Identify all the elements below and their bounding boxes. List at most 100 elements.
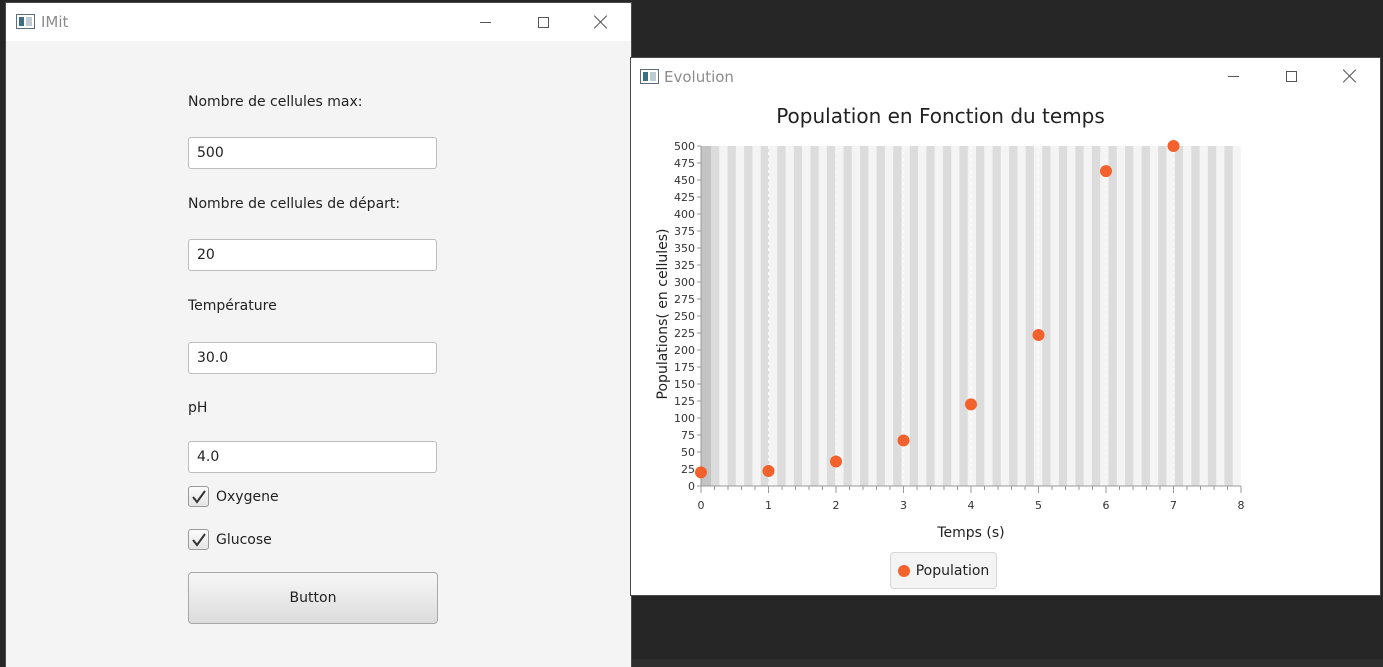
plot-stripe — [1125, 146, 1134, 486]
title-bar[interactable]: Evolution — [631, 58, 1380, 96]
plot-stripe — [1009, 146, 1018, 486]
max-cells-input[interactable] — [188, 137, 437, 169]
scatter-chart: 0255075100125150175200225250275300325350… — [655, 140, 1245, 541]
data-point — [897, 434, 910, 447]
plot-stripe — [777, 146, 786, 486]
plot-stripe — [976, 146, 985, 486]
plot-stripe — [876, 146, 885, 486]
y-axis-label: Populations( en cellules) — [655, 229, 671, 400]
app-icon — [16, 14, 35, 29]
y-tick-label: 325 — [674, 259, 695, 272]
plot-stripe — [744, 146, 753, 486]
data-point — [762, 465, 775, 478]
imit-window: IMit Nombre de cellules max: Nombre de c… — [5, 2, 632, 667]
start-cells-input[interactable] — [188, 239, 437, 271]
y-tick-label: 25 — [681, 463, 695, 476]
chart-legend: Population — [890, 552, 997, 589]
plot-stripe — [760, 146, 769, 486]
evolution-window: Evolution Population en Fonction du temp… — [630, 57, 1381, 596]
x-tick-label: 6 — [1103, 499, 1110, 512]
y-tick-label: 100 — [674, 412, 695, 425]
y-tick-label: 350 — [674, 242, 695, 255]
plot-stripe — [1075, 146, 1084, 486]
y-tick-label: 450 — [674, 174, 695, 187]
plot-stripe — [893, 146, 902, 486]
x-tick-label: 5 — [1035, 499, 1042, 512]
title-bar[interactable]: IMit — [6, 3, 631, 41]
y-tick-label: 500 — [674, 140, 695, 153]
oxygene-checkbox[interactable]: Oxygene — [188, 486, 279, 507]
y-tick-label: 175 — [674, 361, 695, 374]
minimize-button[interactable] — [462, 7, 508, 37]
chart-title: Population en Fonction du temps — [776, 104, 1105, 128]
plot-stripe — [1158, 146, 1167, 486]
plot-stripe — [727, 146, 736, 486]
maximize-icon — [537, 16, 549, 28]
maximize-button[interactable] — [1268, 61, 1314, 91]
glucose-checkbox[interactable]: Glucose — [188, 529, 272, 550]
max-cells-label: Nombre de cellules max: — [188, 94, 363, 110]
y-tick-label: 275 — [674, 293, 695, 306]
y-tick-label: 425 — [674, 191, 695, 204]
temperature-label: Température — [188, 298, 277, 314]
checkbox-box[interactable] — [188, 529, 209, 550]
minimize-icon — [1227, 75, 1239, 77]
plot-stripe — [1058, 146, 1068, 486]
data-point — [1100, 165, 1112, 178]
glucose-label: Glucose — [216, 531, 272, 548]
plot-stripe — [860, 146, 869, 486]
x-tick-label: 4 — [968, 499, 975, 512]
minimize-icon — [479, 21, 491, 23]
plot-stripe — [810, 146, 819, 486]
y-tick-label: 150 — [674, 378, 695, 391]
y-tick-label: 300 — [674, 276, 695, 289]
app-icon — [640, 69, 659, 84]
y-tick-label: 250 — [674, 310, 695, 323]
temperature-input[interactable] — [188, 342, 437, 374]
y-tick-label: 225 — [674, 327, 695, 340]
plot-left-band — [701, 146, 711, 486]
x-axis-label: Temps (s) — [936, 525, 1004, 541]
data-point — [830, 455, 842, 468]
minimize-button[interactable] — [1210, 61, 1256, 91]
checkmark-icon — [191, 532, 206, 547]
y-tick-label: 50 — [681, 446, 695, 459]
x-tick-label: 3 — [900, 499, 907, 512]
plot-stripe — [1207, 146, 1217, 486]
start-cells-label: Nombre de cellules de départ: — [188, 196, 401, 212]
data-point — [1167, 140, 1180, 152]
checkmark-icon — [191, 489, 206, 504]
data-point — [965, 398, 977, 411]
plot-stripe — [793, 146, 803, 486]
legend-marker — [897, 564, 910, 577]
plot-stripe — [843, 146, 852, 486]
maximize-button[interactable] — [520, 7, 566, 37]
plot-stripe — [1141, 146, 1150, 486]
x-tick-label: 2 — [833, 499, 840, 512]
plot-stripe — [1091, 146, 1101, 486]
ph-label: pH — [188, 400, 208, 416]
data-point — [695, 466, 707, 479]
plot-stripe — [1042, 146, 1051, 486]
window-title: Evolution — [664, 68, 734, 86]
ph-input[interactable] — [188, 441, 437, 473]
y-tick-label: 0 — [688, 480, 695, 493]
desktop-background — [631, 659, 1383, 667]
x-tick-label: 8 — [1238, 499, 1245, 512]
plot-stripe — [909, 146, 919, 486]
window-title: IMit — [41, 13, 69, 31]
y-tick-label: 75 — [681, 429, 695, 442]
plot-stripe — [1174, 146, 1184, 486]
y-tick-label: 125 — [674, 395, 695, 408]
data-point — [1032, 329, 1045, 342]
close-button[interactable] — [578, 7, 624, 37]
submit-button[interactable]: Button — [188, 572, 438, 624]
y-tick-label: 375 — [674, 225, 695, 238]
checkbox-box[interactable] — [188, 486, 209, 507]
x-tick-label: 7 — [1170, 499, 1177, 512]
plot-stripe — [992, 146, 1001, 486]
plot-stripe — [959, 146, 968, 486]
maximize-icon — [1285, 70, 1297, 82]
x-tick-label: 1 — [765, 499, 772, 512]
plot-stripe — [926, 146, 935, 486]
